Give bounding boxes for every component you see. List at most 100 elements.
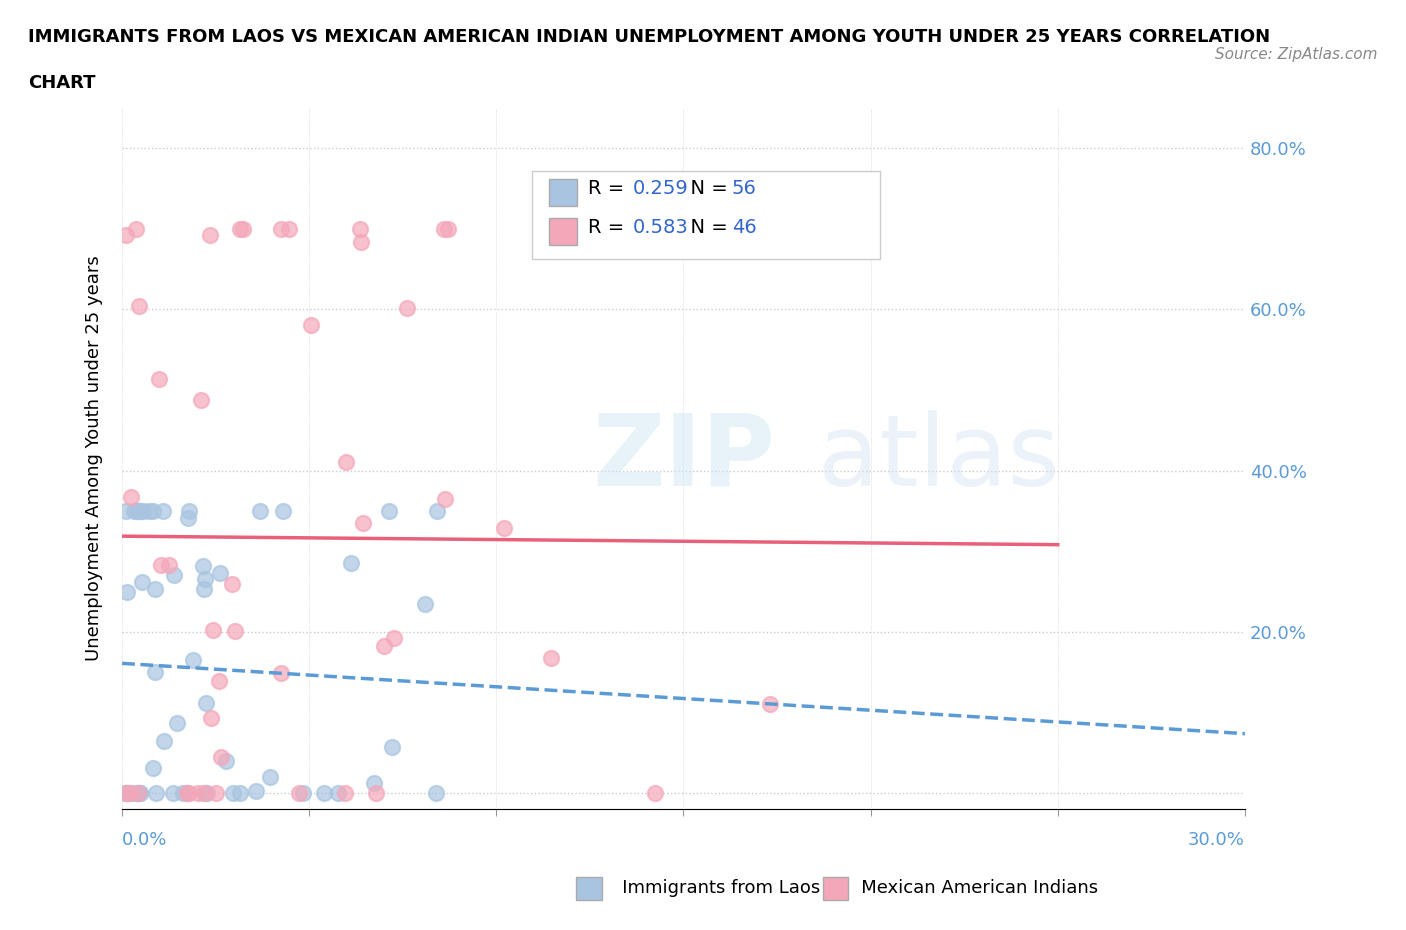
Point	[190, 392, 212, 407]
Point	[195, 785, 218, 800]
FancyBboxPatch shape	[548, 179, 576, 206]
Point	[150, 557, 173, 572]
Point	[349, 221, 371, 236]
Point	[224, 624, 246, 639]
Text: 30.0%: 30.0%	[1188, 831, 1244, 849]
Point	[249, 503, 271, 518]
Point	[200, 711, 222, 725]
Point	[299, 318, 322, 333]
Point	[270, 666, 292, 681]
Point	[232, 221, 254, 236]
Point	[129, 785, 152, 800]
Point	[132, 503, 155, 518]
Point	[426, 503, 449, 518]
Point	[349, 235, 371, 250]
Text: N =: N =	[678, 179, 734, 198]
Point	[200, 228, 222, 243]
Point	[326, 785, 349, 800]
Point	[176, 785, 198, 800]
Point	[117, 785, 139, 800]
Point	[209, 750, 232, 764]
Point	[214, 754, 236, 769]
Point	[143, 581, 166, 596]
Point	[352, 515, 374, 530]
Text: IMMIGRANTS FROM LAOS VS MEXICAN AMERICAN INDIAN UNEMPLOYMENT AMONG YOUTH UNDER 2: IMMIGRANTS FROM LAOS VS MEXICAN AMERICAN…	[28, 28, 1270, 46]
FancyBboxPatch shape	[531, 171, 880, 259]
Point	[314, 785, 336, 800]
Point	[114, 785, 136, 800]
Text: 0.0%: 0.0%	[122, 831, 167, 849]
Point	[221, 577, 243, 591]
Point	[127, 785, 149, 800]
Point	[114, 785, 136, 800]
Text: 56: 56	[731, 179, 756, 198]
Point	[181, 653, 204, 668]
Text: atlas: atlas	[818, 410, 1060, 507]
Point	[436, 221, 458, 236]
Point	[191, 559, 214, 574]
Point	[433, 491, 456, 506]
Point	[271, 503, 294, 518]
Point	[127, 503, 149, 518]
Y-axis label: Unemployment Among Youth under 25 years: Unemployment Among Youth under 25 years	[86, 256, 103, 661]
Point	[120, 489, 142, 504]
Point	[122, 503, 145, 518]
Point	[373, 638, 395, 653]
Text: Source: ZipAtlas.com: Source: ZipAtlas.com	[1215, 46, 1378, 61]
Point	[433, 221, 456, 236]
Point	[166, 715, 188, 730]
FancyBboxPatch shape	[548, 218, 576, 245]
Point	[759, 697, 782, 711]
Point	[148, 372, 170, 387]
Point	[277, 221, 299, 236]
Point	[176, 785, 198, 800]
Point	[193, 581, 215, 596]
Point	[193, 785, 215, 800]
Text: R =: R =	[588, 218, 630, 236]
Point	[413, 596, 436, 611]
Point	[208, 565, 231, 580]
Point	[425, 785, 447, 800]
Point	[378, 503, 401, 518]
Point	[177, 510, 200, 525]
Point	[157, 557, 180, 572]
Point	[540, 650, 562, 665]
Point	[142, 503, 165, 518]
Point	[118, 785, 141, 800]
Point	[363, 776, 385, 790]
Text: Mexican American Indians: Mexican American Indians	[844, 879, 1098, 897]
Text: N =: N =	[678, 218, 734, 236]
Point	[129, 785, 152, 800]
Point	[153, 734, 176, 749]
Point	[124, 785, 146, 800]
Text: CHART: CHART	[28, 74, 96, 92]
Point	[127, 785, 149, 800]
Point	[131, 575, 153, 590]
Point	[142, 761, 165, 776]
Point	[291, 785, 314, 800]
Point	[229, 785, 252, 800]
Point	[229, 221, 252, 236]
Point	[335, 785, 357, 800]
Point	[117, 584, 139, 599]
Point	[187, 785, 209, 800]
Point	[221, 785, 243, 800]
Point	[143, 665, 166, 680]
Text: ZIP: ZIP	[592, 410, 775, 507]
Point	[208, 674, 231, 689]
Point	[194, 571, 217, 586]
Point	[145, 785, 167, 800]
Point	[205, 785, 228, 800]
Point	[270, 221, 292, 236]
Point	[162, 785, 184, 800]
Text: 0.583: 0.583	[633, 218, 689, 236]
Point	[152, 503, 174, 518]
Point	[172, 785, 194, 800]
Point	[335, 455, 357, 470]
Text: R =: R =	[588, 179, 630, 198]
Point	[492, 521, 515, 536]
Point	[115, 503, 138, 518]
Point	[396, 300, 419, 315]
Point	[340, 555, 363, 570]
Point	[382, 631, 405, 645]
